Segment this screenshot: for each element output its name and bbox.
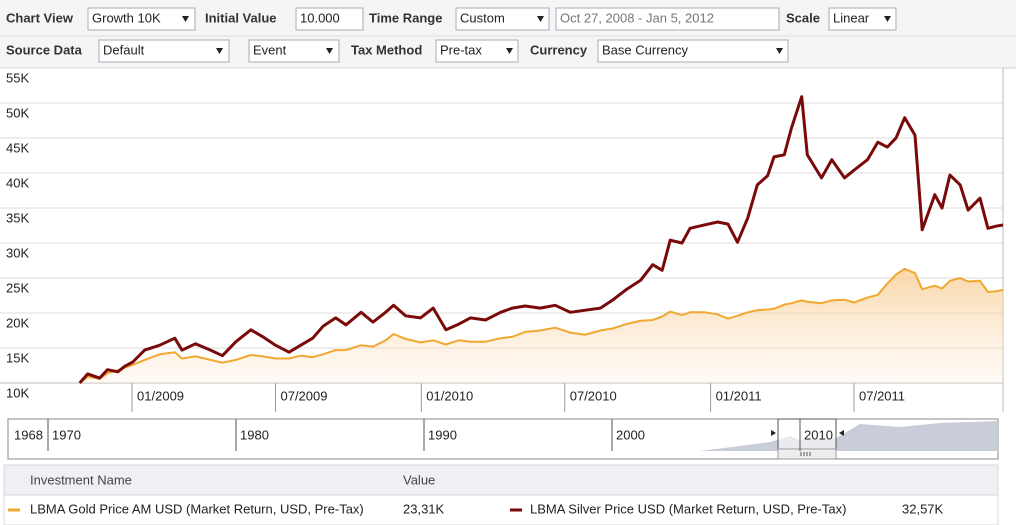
field-label: Currency [530, 42, 588, 57]
select[interactable] [828, 7, 897, 31]
x-tick-label: 01/2010 [426, 388, 473, 403]
x-tick-label: 07/2009 [280, 388, 327, 403]
select[interactable] [248, 39, 340, 63]
navigator: 1968 1970 1980 1990 2000 2010 [7, 418, 999, 460]
field-label: Source Data [6, 42, 83, 57]
select[interactable] [455, 7, 550, 31]
x-tick-label: 07/2010 [570, 388, 617, 403]
input[interactable] [295, 7, 364, 31]
select[interactable] [435, 39, 519, 63]
series-line [79, 267, 1004, 384]
legend-name[interactable]: LBMA Silver Price USD (Market Return, US… [530, 501, 846, 516]
nav-label: 1990 [428, 427, 457, 442]
select-value[interactable]: Default [103, 42, 145, 57]
x-tick-label: 01/2009 [137, 388, 184, 403]
input-value[interactable]: 10.000 [300, 10, 340, 25]
field-label: Initial Value [205, 10, 277, 25]
y-tick-label: 25K [6, 280, 29, 295]
holding-value: 23,31K [403, 501, 445, 516]
select-value[interactable]: Event [253, 42, 287, 57]
y-tick-label: 10K [6, 385, 29, 400]
select-value[interactable]: Custom [460, 10, 505, 25]
select[interactable] [597, 39, 789, 63]
nav-label: 1968 [14, 427, 43, 442]
table-header: Investment Name [30, 472, 132, 487]
chart: 10K 15K 20K 25K 30K 35K 40K 45K 50K 55K 01/2009 07/… [0, 67, 1004, 412]
table-header: Value [403, 472, 435, 487]
field-label: Time Range [369, 10, 442, 25]
holdings-table: Investment Name Value LBMA Gold Price AM… [3, 464, 999, 525]
nav-label: 1980 [240, 427, 269, 442]
nav-label: 2010 [804, 427, 833, 442]
y-tick-label: 55K [6, 70, 29, 85]
x-tick-label: 01/2011 [716, 388, 762, 403]
holding-value: 32,57K [902, 501, 944, 516]
select-value[interactable]: Growth 10K [92, 10, 161, 25]
input-value[interactable]: Oct 27, 2008 - Jan 5, 2012 [560, 10, 714, 25]
select-value[interactable]: Linear [833, 10, 870, 25]
y-tick-label: 45K [6, 140, 29, 155]
x-tick-label: 07/2011 [859, 388, 905, 403]
y-tick-label: 15K [6, 350, 29, 365]
area-fill [79, 268, 1003, 383]
legend-name[interactable]: LBMA Gold Price AM USD (Market Return, U… [30, 501, 364, 516]
series-line [78, 95, 1004, 384]
field-label: Tax Method [351, 42, 422, 57]
y-tick-label: 20K [6, 315, 29, 330]
nav-label: 2000 [616, 427, 645, 442]
date-range-input[interactable] [555, 7, 780, 31]
y-tick-label: 40K [6, 175, 29, 190]
select-value[interactable]: Pre-tax [440, 42, 482, 57]
y-tick-label: 30K [6, 245, 29, 260]
field-label: Scale [786, 10, 820, 25]
nav-label: 1970 [52, 427, 81, 442]
select[interactable] [87, 7, 196, 31]
y-tick-label: 50K [6, 105, 29, 120]
y-tick-label: 35K [6, 210, 29, 225]
select-value[interactable]: Base Currency [602, 42, 688, 57]
field-label: Chart View [6, 10, 74, 25]
select[interactable] [98, 39, 230, 63]
